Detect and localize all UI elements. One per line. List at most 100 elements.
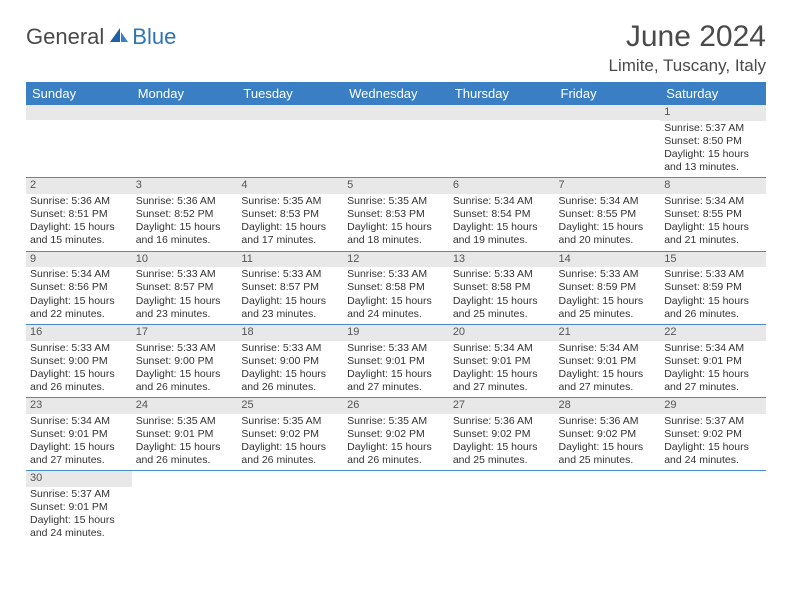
daylight-line: Daylight: 15 hours and 27 minutes. [453,368,538,393]
day-body: Sunrise: 5:34 AMSunset: 8:56 PMDaylight:… [26,267,132,324]
calendar-cell: 8Sunrise: 5:34 AMSunset: 8:55 PMDaylight… [660,178,766,251]
day-number: 28 [555,398,661,414]
day-body: Sunrise: 5:33 AMSunset: 8:59 PMDaylight:… [660,267,766,324]
daylight-line: Daylight: 15 hours and 23 minutes. [136,295,221,320]
day-body: Sunrise: 5:33 AMSunset: 9:01 PMDaylight:… [343,341,449,398]
sunset-line: Sunset: 8:52 PM [136,208,214,220]
day-number: 18 [237,325,343,341]
sunrise-line: Sunrise: 5:34 AM [30,415,110,427]
header: General Blue June 2024 Limite, Tuscany, … [26,20,766,76]
empty-day-header [449,105,555,120]
day-body: Sunrise: 5:33 AMSunset: 8:58 PM Daylight:… [449,267,555,324]
calendar-cell: 11Sunrise: 5:33 AMSunset: 8:57 PMDayligh… [237,251,343,324]
sunrise-line: Sunrise: 5:35 AM [241,195,321,207]
daylight-line: Daylight: 15 hours and 25 minutes. [559,441,644,466]
daylight-line: Daylight: 15 hours and 25 minutes. [453,441,538,466]
calendar-cell: 1Sunrise: 5:37 AMSunset: 8:50 PMDaylight… [660,105,766,178]
calendar-cell: 25Sunrise: 5:35 AMSunset: 9:02 PMDayligh… [237,398,343,471]
calendar-cell: 29Sunrise: 5:37 AMSunset: 9:02 PMDayligh… [660,398,766,471]
weekday-header: Thursday [449,82,555,105]
sunset-line: Sunset: 8:53 PM [347,208,425,220]
day-number: 11 [237,252,343,268]
day-number: 10 [132,252,238,268]
sunrise-line: Sunrise: 5:34 AM [453,342,533,354]
daylight-line: Daylight: 15 hours and 25 minutes. [453,295,538,320]
sunrise-line: Sunrise: 5:33 AM [136,268,216,280]
calendar-row: 9Sunrise: 5:34 AMSunset: 8:56 PMDaylight… [26,251,766,324]
daylight-line: Daylight: 15 hours and 27 minutes. [664,368,749,393]
empty-day-header [237,105,343,120]
daylight-line: Daylight: 15 hours and 22 minutes. [30,295,115,320]
weekday-header-row: Sunday Monday Tuesday Wednesday Thursday… [26,82,766,105]
sunrise-line: Sunrise: 5:36 AM [136,195,216,207]
empty-day-header [132,105,238,120]
sunrise-line: Sunrise: 5:37 AM [30,488,110,500]
calendar-row: 16Sunrise: 5:33 AMSunset: 9:00 PMDayligh… [26,324,766,397]
sunset-line: Sunset: 9:01 PM [347,355,425,367]
calendar-cell: 26Sunrise: 5:35 AMSunset: 9:02 PMDayligh… [343,398,449,471]
daylight-line: Daylight: 15 hours and 26 minutes. [30,368,115,393]
sunrise-line: Sunrise: 5:33 AM [453,268,533,280]
sunset-line: Sunset: 9:01 PM [136,428,214,440]
calendar-cell [555,471,661,544]
calendar-cell: 17Sunrise: 5:33 AMSunset: 9:00 PMDayligh… [132,324,238,397]
daylight-line: Daylight: 15 hours and 26 minutes. [136,441,221,466]
day-number: 24 [132,398,238,414]
calendar-cell: 6Sunrise: 5:34 AMSunset: 8:54 PMDaylight… [449,178,555,251]
calendar-cell [132,471,238,544]
daylight-line: Daylight: 15 hours and 26 minutes. [241,368,326,393]
calendar-cell: 30Sunrise: 5:37 AMSunset: 9:01 PMDayligh… [26,471,132,544]
daylight-line: Daylight: 15 hours and 13 minutes. [664,148,749,173]
day-body: Sunrise: 5:33 AMSunset: 8:57 PMDaylight:… [237,267,343,324]
day-body: Sunrise: 5:33 AMSunset: 8:57 PMDaylight:… [132,267,238,324]
day-number: 25 [237,398,343,414]
sunrise-line: Sunrise: 5:36 AM [453,415,533,427]
day-body: Sunrise: 5:36 AMSunset: 8:52 PMDaylight:… [132,194,238,251]
daylight-line: Daylight: 15 hours and 26 minutes. [241,441,326,466]
sunrise-line: Sunrise: 5:33 AM [347,268,427,280]
daylight-line: Daylight: 15 hours and 26 minutes. [136,368,221,393]
sunset-line: Sunset: 8:58 PM [347,281,425,293]
calendar-cell: 9Sunrise: 5:34 AMSunset: 8:56 PMDaylight… [26,251,132,324]
calendar-cell: 27Sunrise: 5:36 AMSunset: 9:02 PMDayligh… [449,398,555,471]
sunrise-line: Sunrise: 5:33 AM [559,268,639,280]
sunset-line: Sunset: 9:01 PM [30,428,108,440]
calendar-cell [660,471,766,544]
day-number: 21 [555,325,661,341]
day-number: 20 [449,325,555,341]
weekday-header: Wednesday [343,82,449,105]
day-body: Sunrise: 5:33 AMSunset: 8:59 PMDaylight:… [555,267,661,324]
calendar-cell: 15Sunrise: 5:33 AMSunset: 8:59 PMDayligh… [660,251,766,324]
day-body: Sunrise: 5:37 AMSunset: 9:01 PMDaylight:… [26,487,132,544]
day-number: 7 [555,178,661,194]
location: Limite, Tuscany, Italy [609,56,766,76]
sunset-line: Sunset: 8:53 PM [241,208,319,220]
daylight-line: Daylight: 15 hours and 20 minutes. [559,221,644,246]
day-body: Sunrise: 5:34 AMSunset: 8:54 PMDaylight:… [449,194,555,251]
day-body: Sunrise: 5:36 AMSunset: 9:02 PMDaylight:… [449,414,555,471]
sunrise-line: Sunrise: 5:33 AM [241,268,321,280]
sunset-line: Sunset: 8:57 PM [241,281,319,293]
sunrise-line: Sunrise: 5:33 AM [241,342,321,354]
daylight-line: Daylight: 15 hours and 27 minutes. [347,368,432,393]
sunset-line: Sunset: 8:55 PM [559,208,637,220]
daylight-line: Daylight: 15 hours and 17 minutes. [241,221,326,246]
day-body: Sunrise: 5:34 AMSunset: 8:55 PMDaylight:… [555,194,661,251]
daylight-line: Daylight: 15 hours and 19 minutes. [453,221,538,246]
sunset-line: Sunset: 9:01 PM [664,355,742,367]
weekday-header: Friday [555,82,661,105]
calendar-cell: 24Sunrise: 5:35 AMSunset: 9:01 PMDayligh… [132,398,238,471]
day-body: Sunrise: 5:34 AMSunset: 9:01 PMDaylight:… [660,341,766,398]
daylight-line: Daylight: 15 hours and 15 minutes. [30,221,115,246]
sunset-line: Sunset: 9:00 PM [136,355,214,367]
day-number: 8 [660,178,766,194]
logo: General Blue [26,24,176,50]
calendar-cell [26,105,132,178]
calendar-row: 30Sunrise: 5:37 AMSunset: 9:01 PMDayligh… [26,471,766,544]
sunset-line: Sunset: 9:00 PM [30,355,108,367]
day-number: 29 [660,398,766,414]
day-number: 5 [343,178,449,194]
sunset-line: Sunset: 8:58 PM [453,281,531,293]
day-body: Sunrise: 5:37 AMSunset: 9:02 PMDaylight:… [660,414,766,471]
daylight-line: Daylight: 15 hours and 26 minutes. [664,295,749,320]
